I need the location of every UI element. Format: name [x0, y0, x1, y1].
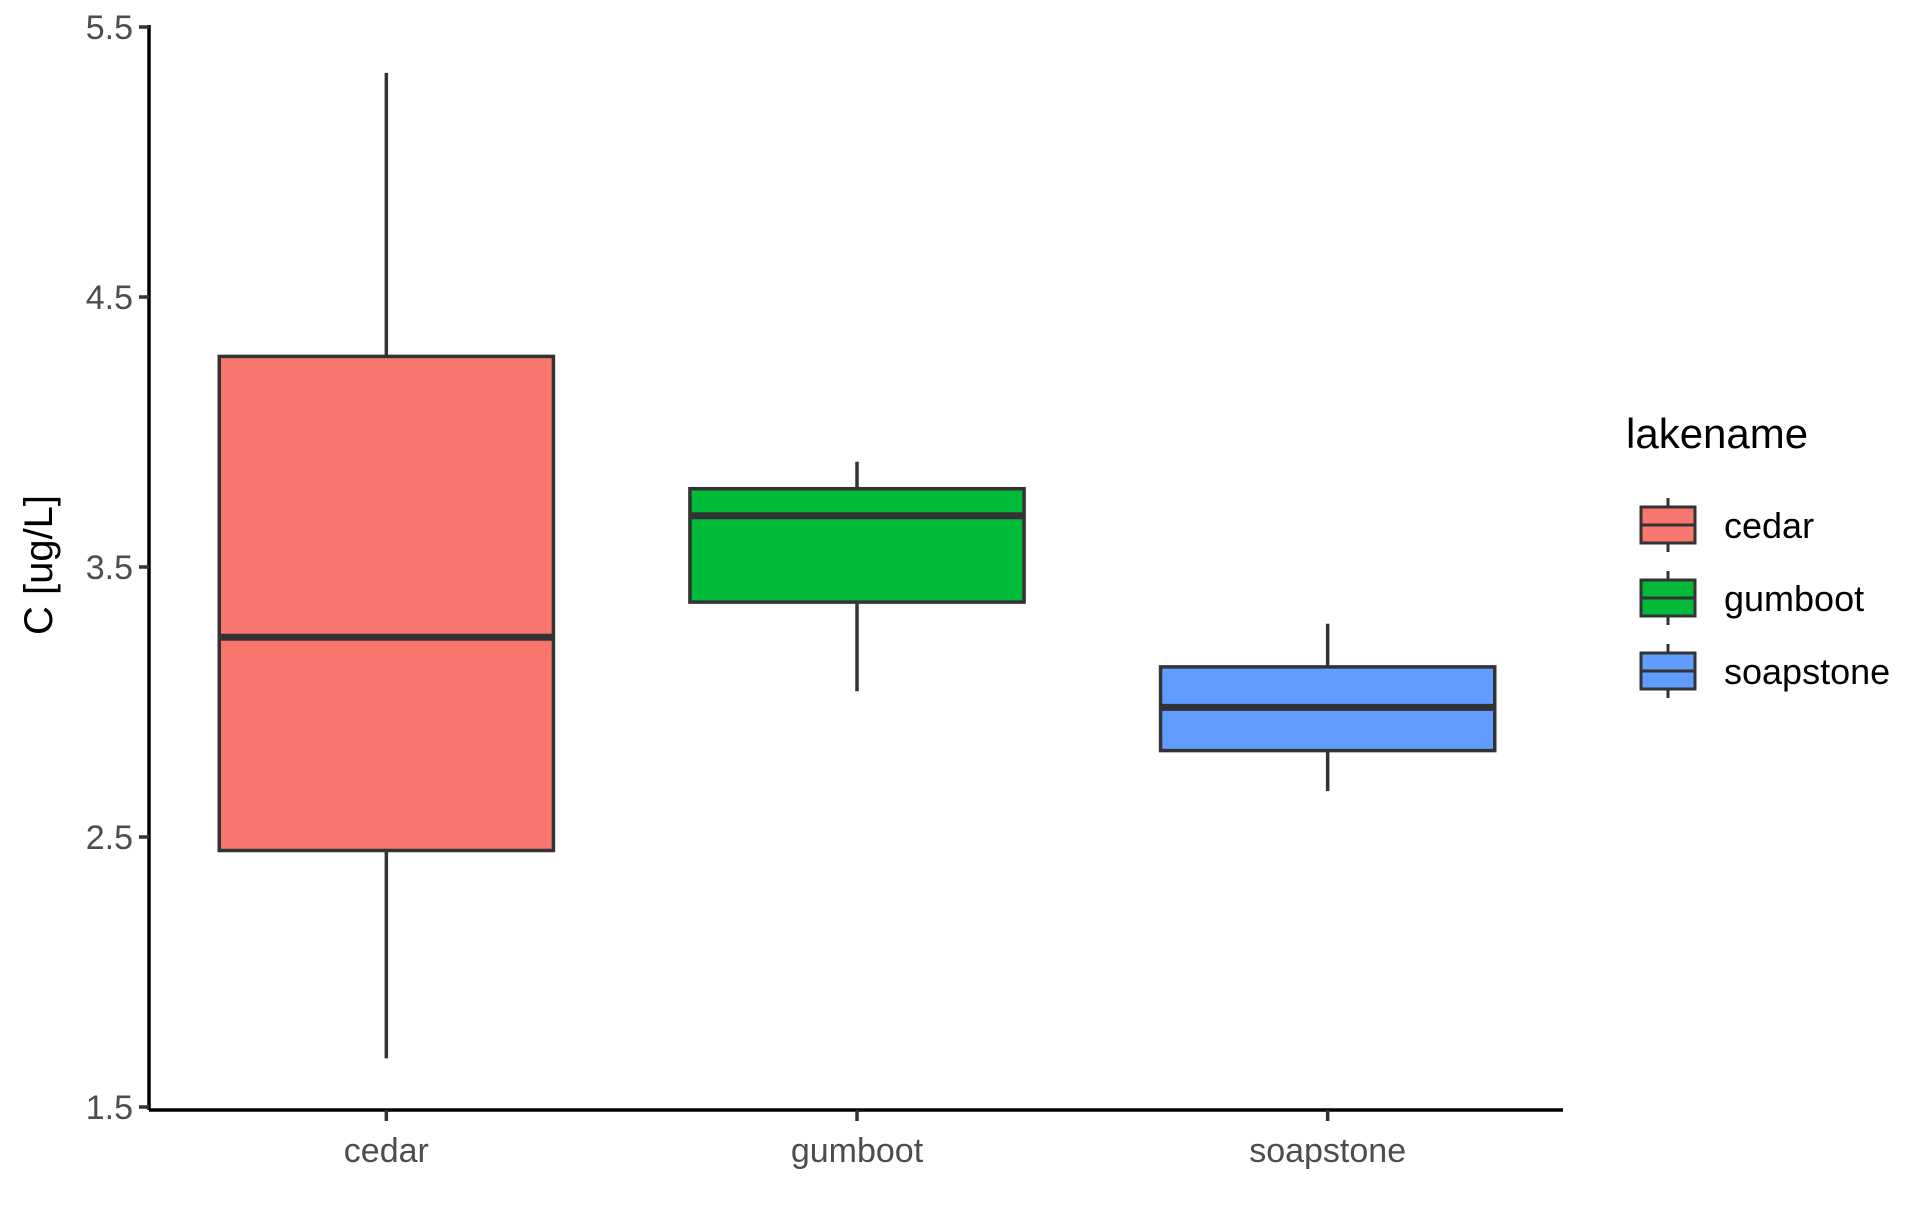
legend-item-soapstone: soapstone: [1639, 644, 1890, 698]
y-tick-label: 1.5: [86, 1089, 133, 1127]
x-tick-label: cedar: [344, 1132, 429, 1170]
box-rect: [217, 354, 556, 853]
x-tick-label: soapstone: [1249, 1132, 1406, 1170]
legend-label: cedar: [1724, 505, 1814, 546]
box-soapstone: [1158, 623, 1497, 792]
y-tick-label: 2.5: [86, 819, 133, 857]
legend-title: lakename: [1626, 410, 1808, 457]
box-rect: [688, 486, 1026, 604]
legend-label: gumboot: [1724, 578, 1864, 619]
y-tick-label: 4.5: [86, 279, 133, 317]
legend-item-cedar: cedar: [1639, 498, 1814, 552]
plot-area: [217, 72, 1497, 1059]
legend-item-gumboot: gumboot: [1639, 571, 1864, 625]
box-cedar: [217, 72, 556, 1059]
box-gumboot: [688, 461, 1026, 692]
x-tick-label: gumboot: [791, 1132, 924, 1170]
legend: lakename cedar gumboot soapstone: [1626, 410, 1890, 698]
legend-label: soapstone: [1724, 651, 1890, 692]
y-tick-label: 5.5: [86, 9, 133, 47]
y-axis-title: C [ug/L]: [17, 495, 61, 635]
y-tick-label: 3.5: [86, 549, 133, 587]
axes: 1.5 2.5 3.5 4.5 5.5 cedar gumboot soapstone: [86, 9, 1563, 1170]
